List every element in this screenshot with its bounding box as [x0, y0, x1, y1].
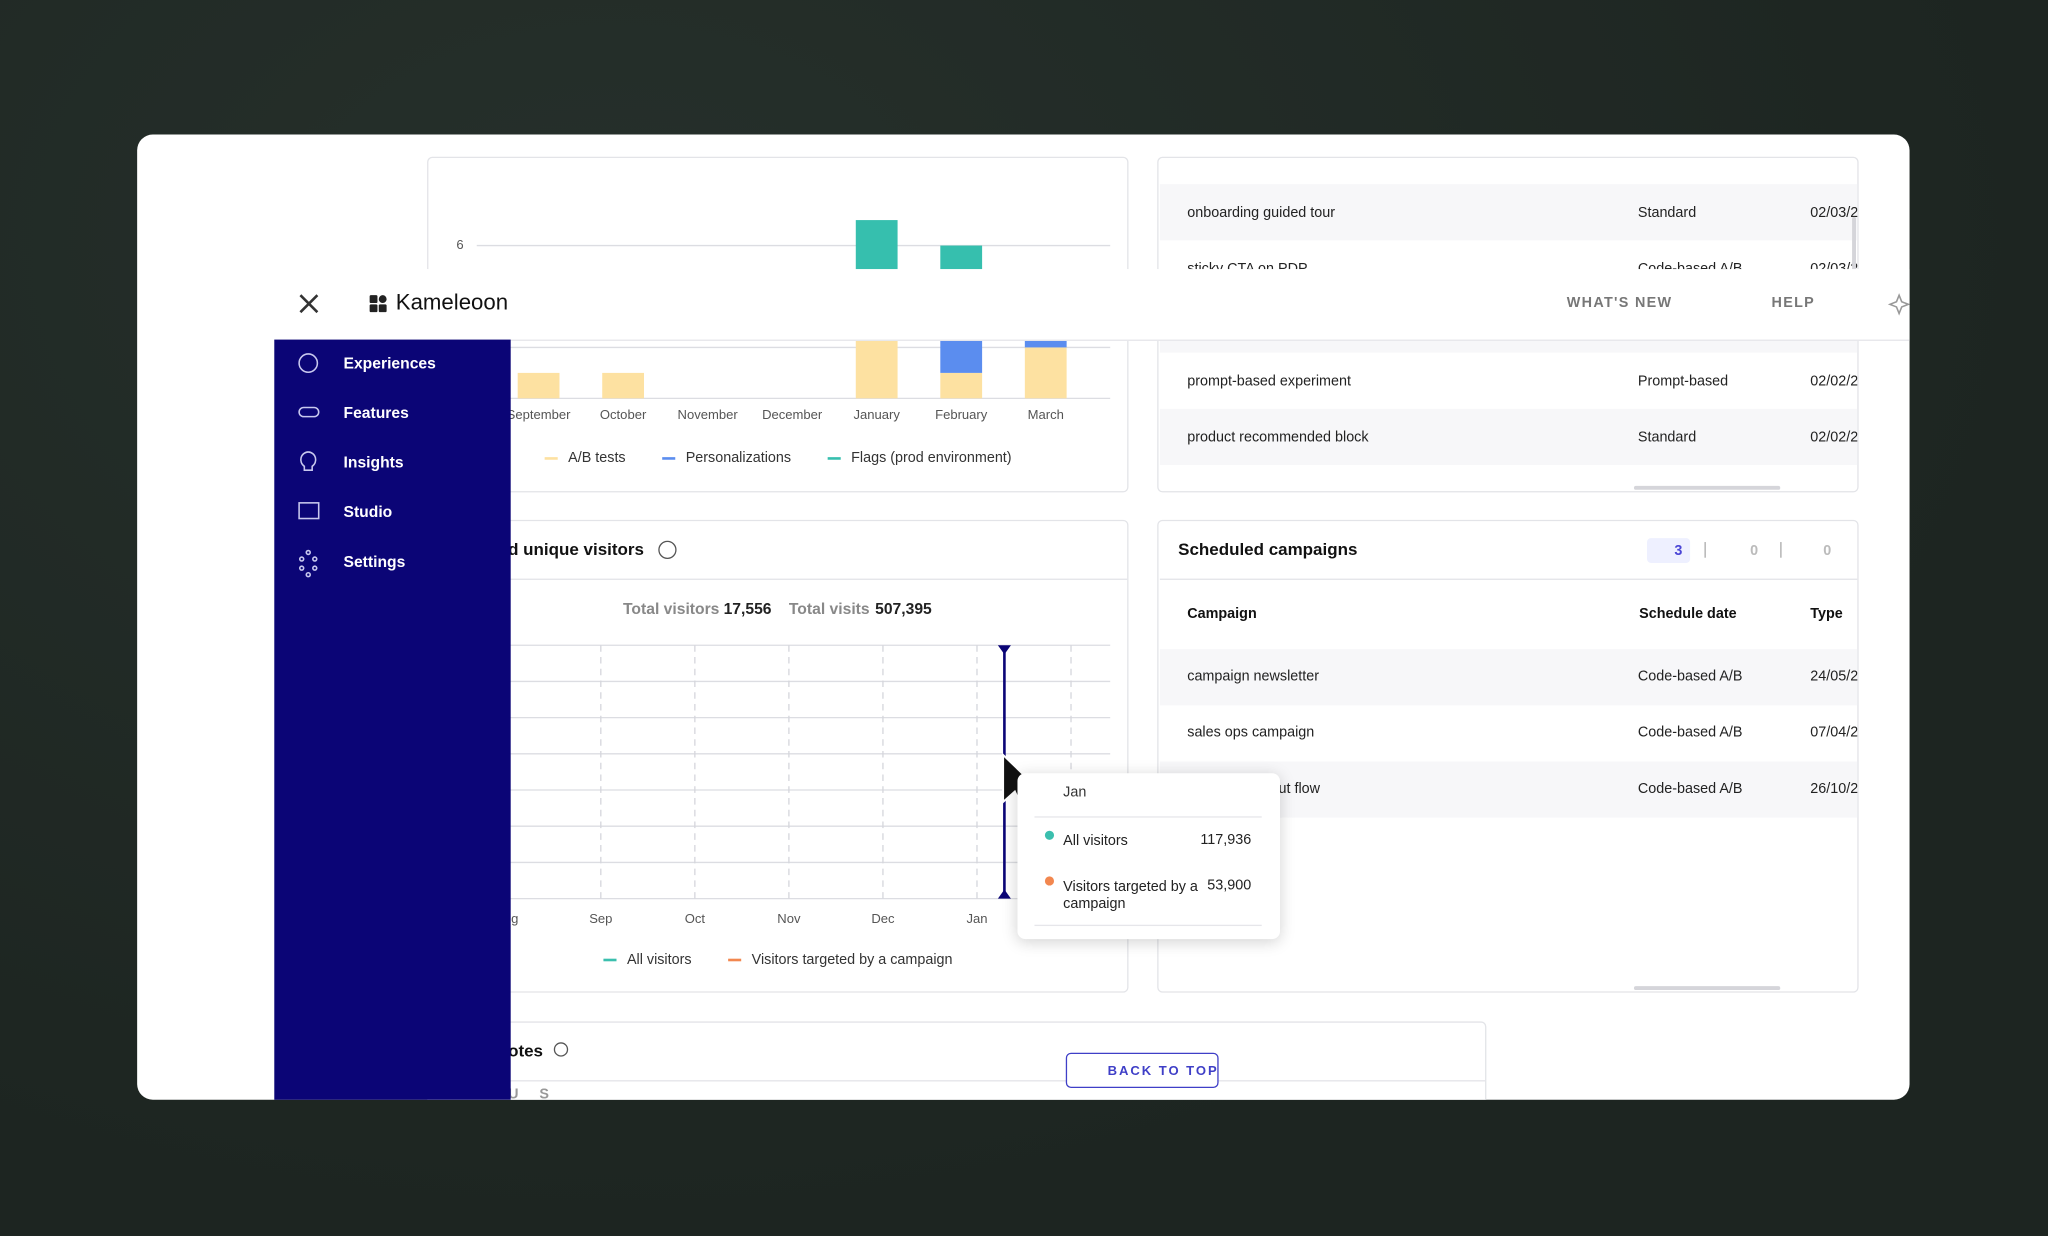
- summary-value: 507,395: [875, 599, 932, 618]
- team-notes-card: Team NotesBIUS: [427, 1021, 1487, 1100]
- h-scrollbar: [1633, 485, 1781, 490]
- table-row: [1159, 408, 1858, 465]
- h-scrollbar: [1633, 986, 1781, 991]
- sidebar: Experiences Features Insights Studio Setting…: [274, 339, 511, 1100]
- card-title: Scheduled campaigns: [1178, 539, 1358, 560]
- logo-mark: [369, 295, 378, 304]
- count-chip: [1647, 538, 1691, 563]
- tooltip-divider: [1034, 924, 1262, 927]
- table-cell: Code-based A/B: [1637, 724, 1743, 741]
- table-cell: sales ops campaign: [1187, 724, 1315, 741]
- table-cell: Code-based A/B: [1637, 781, 1743, 797]
- tooltip-value: 117,936: [1200, 831, 1252, 848]
- table-cell: 02/02/2: [1810, 373, 1859, 390]
- tooltip-value: 53,900: [1207, 877, 1252, 894]
- table-cell: Prompt-based: [1637, 373, 1729, 390]
- icon: [312, 565, 318, 571]
- nav-item[interactable]: Features: [343, 403, 409, 422]
- count: 3: [1674, 543, 1683, 560]
- toolbar-button[interactable]: S: [539, 1086, 550, 1100]
- icon: [298, 556, 305, 562]
- table-cell: Standard: [1637, 429, 1697, 446]
- tooltip-dot: [1044, 876, 1055, 886]
- table-cell: onboarding guided tour: [1187, 205, 1336, 221]
- tooltip: Jan All visitors 117,936 Visitors targeted …: [1017, 773, 1280, 940]
- header-icons: [299, 293, 1910, 316]
- icon: [300, 451, 317, 471]
- logo-mark: [378, 304, 387, 313]
- summary-label: Total visits: [788, 599, 870, 618]
- close-icon: [299, 294, 319, 314]
- icon: [305, 549, 311, 556]
- table-cell: 26/10/2: [1810, 781, 1859, 797]
- table-cell: prompt-based experiment: [1187, 373, 1351, 390]
- table-row: [1159, 649, 1858, 706]
- tooltip-title: Jan: [1063, 784, 1087, 801]
- icon: [298, 406, 320, 418]
- v-scrollbar: [1852, 216, 1856, 317]
- table-cell: 24/05/2: [1810, 668, 1859, 685]
- button-label[interactable]: BACK TO TOP: [1107, 1064, 1219, 1079]
- icon: [305, 571, 311, 578]
- top-bar: Kameleoon WHAT'S NEW HELP: [274, 269, 1910, 341]
- table-cell: product recommended block: [1187, 429, 1369, 446]
- nav-link[interactable]: HELP: [1771, 295, 1816, 311]
- divider: [1780, 542, 1782, 558]
- help-icon: [658, 540, 677, 560]
- divider: [429, 1080, 1486, 1082]
- nav-link[interactable]: WHAT'S NEW: [1566, 295, 1673, 311]
- divider: [1704, 542, 1706, 558]
- divider: [429, 578, 1128, 580]
- back-to-top[interactable]: BACK TO TOP: [1065, 1052, 1219, 1088]
- nav-item[interactable]: Settings: [343, 552, 406, 571]
- table-cell: campaign newsletter: [1187, 668, 1320, 685]
- stage: 0246SeptemberOctoberNovemberDecemberJanu…: [137, 135, 1909, 1100]
- divider: [1159, 578, 1858, 580]
- summary-value: 17,556: [723, 599, 772, 618]
- sidebar-icons: [298, 353, 320, 578]
- icon: [312, 556, 318, 562]
- logo-mark: [378, 295, 387, 304]
- count: 0: [1823, 543, 1832, 560]
- table-cell: 02/02/2: [1810, 429, 1859, 446]
- table-cell: Standard: [1637, 205, 1697, 221]
- tooltip-name: All visitors: [1063, 833, 1128, 849]
- icon: [298, 353, 319, 374]
- count: 0: [1750, 543, 1759, 560]
- tooltip-divider: [1034, 816, 1262, 818]
- app-window: 0246SeptemberOctoberNovemberDecemberJanu…: [137, 134, 1910, 1100]
- column-header: Type: [1810, 606, 1843, 622]
- nav-item[interactable]: Insights: [343, 453, 404, 472]
- logo-mark: [369, 304, 378, 313]
- icon: [298, 565, 305, 571]
- table-cell: 07/04/2: [1810, 724, 1859, 741]
- brand: Kameleoon: [395, 289, 509, 315]
- column-header: Schedule date: [1639, 606, 1737, 622]
- summary-label: Total visitors: [623, 599, 720, 618]
- tooltip-dot: [1044, 830, 1055, 840]
- tooltip-name: Visitors targeted by a campaign: [1063, 879, 1198, 912]
- icon: [298, 502, 320, 520]
- nav-item[interactable]: Studio: [343, 502, 393, 522]
- toolbar-button[interactable]: U: [508, 1086, 519, 1100]
- table-cell: Code-based A/B: [1637, 668, 1743, 685]
- nav-item[interactable]: Experiences: [343, 353, 436, 373]
- table-row: [1159, 184, 1858, 241]
- column-header: Campaign: [1187, 606, 1257, 622]
- sparkle-icon: [1887, 293, 1910, 316]
- info-icon: [553, 1042, 569, 1057]
- table-cell: 02/03/2: [1810, 205, 1859, 221]
